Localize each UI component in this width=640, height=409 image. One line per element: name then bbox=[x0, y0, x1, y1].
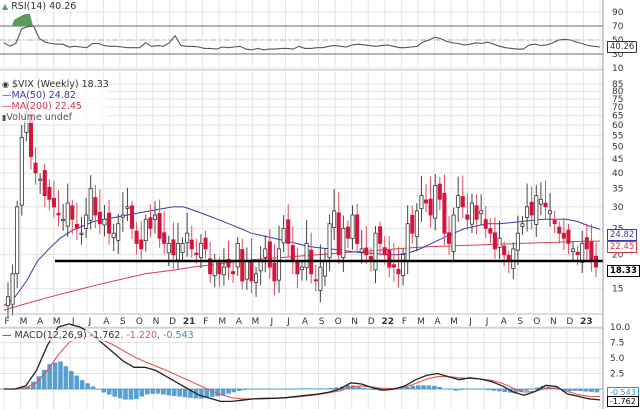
svg-text:M: M bbox=[20, 317, 28, 327]
svg-text:65: 65 bbox=[612, 112, 623, 122]
macd-signal-label: , -1.220 bbox=[120, 330, 157, 341]
svg-text:15: 15 bbox=[612, 285, 623, 295]
macd-line bbox=[4, 323, 601, 403]
svg-text:85: 85 bbox=[612, 80, 623, 90]
svg-text:2.5: 2.5 bbox=[610, 370, 624, 380]
svg-text:7.5: 7.5 bbox=[610, 339, 624, 349]
svg-text:D: D bbox=[169, 317, 176, 327]
svg-text:22: 22 bbox=[382, 317, 395, 327]
svg-text:O: O bbox=[136, 317, 143, 327]
svg-text:J: J bbox=[87, 317, 91, 327]
svg-text:J: J bbox=[485, 317, 489, 327]
svg-text:F: F bbox=[203, 317, 208, 327]
svg-text:D: D bbox=[368, 317, 375, 327]
svg-text:A: A bbox=[302, 317, 309, 327]
candlesticks bbox=[5, 96, 599, 318]
svg-text:20: 20 bbox=[612, 251, 624, 261]
svg-text:D: D bbox=[566, 317, 573, 327]
svg-text:N: N bbox=[153, 317, 160, 327]
price-panel: 858075706560555045403530252015 bbox=[0, 72, 624, 318]
ticker-icon: ◉ bbox=[2, 80, 9, 89]
rsi-value-tag: 40.26 bbox=[607, 41, 638, 53]
svg-text:A: A bbox=[434, 317, 441, 327]
svg-text:S: S bbox=[120, 317, 126, 327]
svg-text:M: M bbox=[218, 317, 226, 327]
macd-swatch: — bbox=[2, 330, 12, 341]
svg-text:O: O bbox=[335, 317, 342, 327]
rsi-legend: ▲ RSI(14) 40.26 bbox=[2, 1, 77, 12]
volume-legend: Volume undef bbox=[6, 112, 73, 123]
svg-text:J: J bbox=[270, 317, 274, 327]
x-axis: F M A M J J A S O N D 21 F M A M J J A S O N D 22 F M A M J J A S O N D 23 bbox=[4, 317, 592, 327]
macd-hist-label: , -0.543 bbox=[157, 330, 194, 341]
svg-text:M: M bbox=[251, 317, 259, 327]
macd-label: MACD(12,26,9) -1.762 bbox=[14, 330, 121, 341]
svg-text:N: N bbox=[550, 317, 557, 327]
ma200-value-tag: 22.45 bbox=[607, 241, 638, 253]
price-legend: ◉ $VIX (Weekly) 18.33 —MA(50) 24.82 —MA(… bbox=[2, 79, 109, 123]
svg-text:45: 45 bbox=[612, 155, 623, 165]
svg-text:S: S bbox=[517, 317, 523, 327]
svg-text:A: A bbox=[236, 317, 243, 327]
rsi-line bbox=[3, 25, 601, 51]
rsi-overbought-fill bbox=[12, 14, 33, 26]
svg-text:10.0: 10.0 bbox=[610, 323, 630, 333]
svg-text:A: A bbox=[37, 317, 44, 327]
ma50-legend: MA(50) 24.82 bbox=[11, 90, 76, 101]
svg-text:40: 40 bbox=[612, 169, 624, 179]
svg-text:A: A bbox=[103, 317, 110, 327]
svg-text:60: 60 bbox=[612, 121, 624, 131]
svg-text:23: 23 bbox=[580, 317, 593, 327]
svg-text:30: 30 bbox=[612, 203, 624, 213]
macd-legend: — MACD(12,26,9) -1.762, -1.220, -0.543 bbox=[2, 330, 194, 341]
svg-text:O: O bbox=[533, 317, 540, 327]
svg-text:55: 55 bbox=[612, 131, 623, 141]
svg-text:M: M bbox=[417, 317, 425, 327]
ma200-legend: MA(200) 22.45 bbox=[11, 101, 82, 112]
rsi-panel: 9070503010 bbox=[0, 0, 624, 74]
rsi-icon: ▲ bbox=[2, 2, 9, 11]
svg-text:80: 80 bbox=[612, 87, 624, 97]
close-value-tag: 18.33 bbox=[607, 265, 640, 277]
svg-text:M: M bbox=[53, 317, 61, 327]
ma50-value-tag: 24.82 bbox=[607, 229, 638, 241]
price-title: $VIX (Weekly) 18.33 bbox=[12, 79, 109, 90]
svg-text:M: M bbox=[450, 317, 458, 327]
ma50-legend-swatch: — bbox=[2, 90, 12, 101]
svg-text:30: 30 bbox=[612, 50, 624, 60]
svg-text:5.0: 5.0 bbox=[610, 354, 625, 364]
svg-text:J: J bbox=[286, 317, 290, 327]
svg-text:S: S bbox=[319, 317, 325, 327]
svg-text:10: 10 bbox=[612, 64, 624, 74]
svg-text:70: 70 bbox=[612, 22, 624, 32]
svg-text:F: F bbox=[402, 317, 407, 327]
svg-text:35: 35 bbox=[612, 185, 623, 195]
svg-text:N: N bbox=[351, 317, 358, 327]
svg-text:90: 90 bbox=[612, 8, 624, 18]
macd-value-tag: -1.762 bbox=[607, 396, 639, 407]
svg-text:21: 21 bbox=[183, 317, 196, 327]
svg-text:J: J bbox=[71, 317, 75, 327]
volume-icon: ▮ bbox=[2, 113, 7, 122]
svg-text:75: 75 bbox=[612, 95, 623, 105]
macd-panel: 10.0 7.5 5.0 2.5 bbox=[0, 323, 630, 409]
svg-text:F: F bbox=[4, 317, 9, 327]
svg-text:J: J bbox=[468, 317, 472, 327]
ma200-legend-swatch: — bbox=[2, 101, 12, 112]
svg-text:A: A bbox=[501, 317, 508, 327]
svg-text:50: 50 bbox=[612, 143, 624, 153]
svg-text:70: 70 bbox=[612, 103, 624, 113]
rsi-label: RSI(14) 40.26 bbox=[11, 1, 77, 12]
